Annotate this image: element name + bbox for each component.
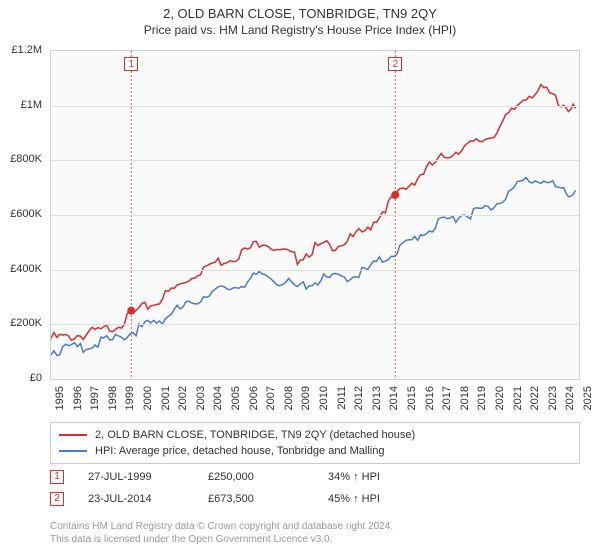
x-tick-label: 2019 <box>476 386 488 410</box>
x-tick-label: 2012 <box>353 386 365 410</box>
x-tick-label: 2004 <box>212 386 224 410</box>
x-tick-label: 1997 <box>89 386 101 410</box>
x-tick-label: 2015 <box>406 386 418 410</box>
grid-line <box>51 270 579 271</box>
sale-row: 1 27-JUL-1999£250,00034% ↑ HPI <box>50 466 580 488</box>
legend-item: HPI: Average price, detached house, Tonb… <box>59 443 571 459</box>
x-tick-label: 2008 <box>283 386 295 410</box>
x-tick-label: 2023 <box>547 386 559 410</box>
x-tick-label: 2021 <box>512 386 524 410</box>
legend-swatch <box>59 450 87 452</box>
x-tick-label: 2018 <box>459 386 471 410</box>
footer-line-1: Contains HM Land Registry data © Crown c… <box>50 520 580 533</box>
footer-line-2: This data is licensed under the Open Gov… <box>50 533 580 546</box>
sale-date: 23-JUL-2014 <box>88 493 208 505</box>
legend-label: 2, OLD BARN CLOSE, TONBRIDGE, TN9 2QY (d… <box>95 429 415 441</box>
x-tick-label: 2017 <box>441 386 453 410</box>
sale-diff: 34% ↑ HPI <box>328 471 448 483</box>
y-tick-label: £400K <box>10 263 42 275</box>
y-tick-label: £1M <box>21 99 42 111</box>
series-line-price_paid <box>51 85 576 341</box>
sale-diff: 45% ↑ HPI <box>328 493 448 505</box>
sale-badge: 2 <box>50 492 64 506</box>
plot-area: 12 <box>50 50 580 380</box>
x-tick-label: 2003 <box>195 386 207 410</box>
series-line-hpi <box>51 178 576 356</box>
marker-dot <box>391 191 399 199</box>
legend: 2, OLD BARN CLOSE, TONBRIDGE, TN9 2QY (d… <box>50 422 580 464</box>
sale-date: 27-JUL-1999 <box>88 471 208 483</box>
x-tick-label: 2009 <box>300 386 312 410</box>
x-tick-label: 2013 <box>371 386 383 410</box>
x-tick-label: 2020 <box>494 386 506 410</box>
y-tick-label: £600K <box>10 208 42 220</box>
footer: Contains HM Land Registry data © Crown c… <box>50 520 580 546</box>
marker-badge: 2 <box>388 57 402 71</box>
legend-item: 2, OLD BARN CLOSE, TONBRIDGE, TN9 2QY (d… <box>59 427 571 443</box>
x-tick-label: 1998 <box>107 386 119 410</box>
grid-line <box>51 160 579 161</box>
x-tick-label: 2002 <box>177 386 189 410</box>
chart-container: 2, OLD BARN CLOSE, TONBRIDGE, TN9 2QY Pr… <box>0 0 600 560</box>
x-tick-label: 1995 <box>54 386 66 410</box>
grid-line <box>51 106 579 107</box>
x-tick-label: 1996 <box>72 386 84 410</box>
sale-price: £673,500 <box>208 493 328 505</box>
x-tick-label: 2007 <box>265 386 277 410</box>
sales-table: 1 27-JUL-1999£250,00034% ↑ HPI 2 23-JUL-201… <box>50 466 580 510</box>
sale-badge: 1 <box>50 470 64 484</box>
grid-line <box>51 215 579 216</box>
sale-row: 2 23-JUL-2014£673,50045% ↑ HPI <box>50 488 580 510</box>
marker-dot <box>127 307 135 315</box>
x-tick-label: 2010 <box>318 386 330 410</box>
marker-badge: 1 <box>124 57 138 71</box>
x-tick-label: 2005 <box>230 386 242 410</box>
legend-swatch <box>59 434 87 436</box>
x-tick-label: 2001 <box>160 386 172 410</box>
y-tick-label: £200K <box>10 317 42 329</box>
grid-line <box>51 324 579 325</box>
x-tick-label: 2024 <box>564 386 576 410</box>
x-tick-label: 2014 <box>388 386 400 410</box>
y-axis: £0£200K£400K£600K£800K£1M£1.2M <box>0 50 46 380</box>
y-tick-label: £0 <box>30 372 42 384</box>
x-tick-label: 2016 <box>424 386 436 410</box>
y-tick-label: £800K <box>10 153 42 165</box>
x-tick-label: 2022 <box>529 386 541 410</box>
sale-price: £250,000 <box>208 471 328 483</box>
x-tick-label: 2011 <box>336 386 348 410</box>
chart-title: 2, OLD BARN CLOSE, TONBRIDGE, TN9 2QY <box>0 0 600 21</box>
x-tick-label: 2006 <box>248 386 260 410</box>
x-tick-label: 1999 <box>124 386 136 410</box>
x-tick-label: 2000 <box>142 386 154 410</box>
legend-label: HPI: Average price, detached house, Tonb… <box>95 445 384 457</box>
x-tick-label: 2025 <box>582 386 594 410</box>
chart-subtitle: Price paid vs. HM Land Registry's House … <box>0 21 600 37</box>
y-tick-label: £1.2M <box>11 44 42 56</box>
